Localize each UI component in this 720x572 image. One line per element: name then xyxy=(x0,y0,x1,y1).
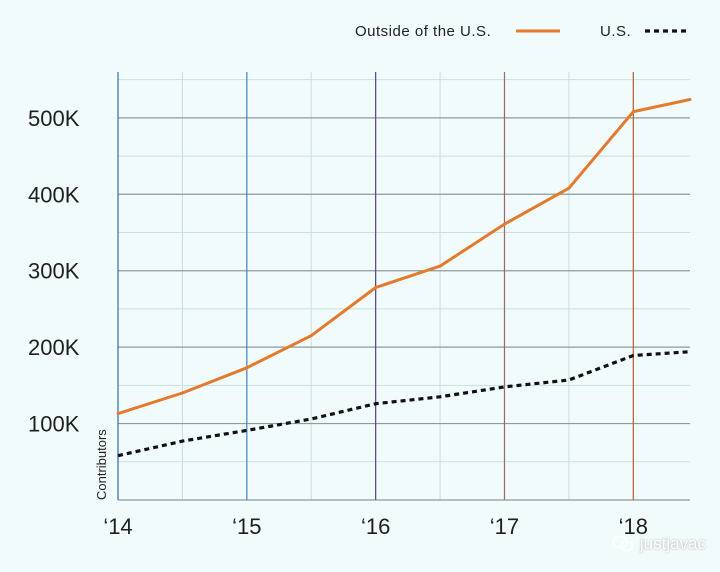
x-tick-label: ‘17 xyxy=(490,514,519,539)
legend: Outside of the U.S. U.S. xyxy=(355,23,690,40)
y-tick-label: 100K xyxy=(28,412,80,437)
x-tick-label: ‘16 xyxy=(361,514,390,539)
legend-label-us: U.S. xyxy=(600,23,631,40)
grid-minor-lines xyxy=(117,72,690,500)
series-line-us xyxy=(117,350,691,458)
x-axis-ticks: ‘14 ‘15 ‘16 ‘17 ‘18 xyxy=(103,514,648,539)
y-tick-label: 400K xyxy=(28,182,80,207)
x-tick-label: ‘14 xyxy=(103,514,132,539)
y-axis-ticks: 100K 200K 300K 400K 500K xyxy=(28,106,80,437)
series-group xyxy=(116,98,692,458)
grid-major-lines xyxy=(118,117,690,501)
watermark: justjavac xyxy=(612,534,706,554)
y-tick-label: 300K xyxy=(28,259,80,284)
x-tick-label: ‘15 xyxy=(232,514,261,539)
watermark-text: justjavac xyxy=(639,534,706,553)
legend-label-outside-us: Outside of the U.S. xyxy=(355,23,491,40)
y-axis-label: Contributors xyxy=(94,429,109,500)
y-tick-label: 200K xyxy=(28,335,80,360)
y-tick-label: 500K xyxy=(28,106,80,131)
year-vertical-lines xyxy=(117,72,634,500)
wechat-icon xyxy=(612,535,634,552)
series-line-outside-us xyxy=(116,98,692,416)
x-tick-label: ‘18 xyxy=(619,514,648,539)
